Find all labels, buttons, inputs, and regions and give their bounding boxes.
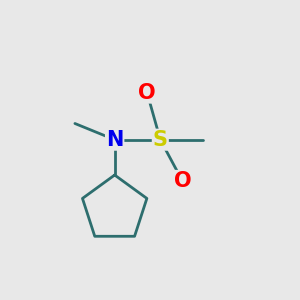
- Text: O: O: [174, 171, 191, 191]
- Text: S: S: [153, 130, 168, 150]
- Text: N: N: [106, 130, 123, 150]
- Text: O: O: [138, 82, 156, 103]
